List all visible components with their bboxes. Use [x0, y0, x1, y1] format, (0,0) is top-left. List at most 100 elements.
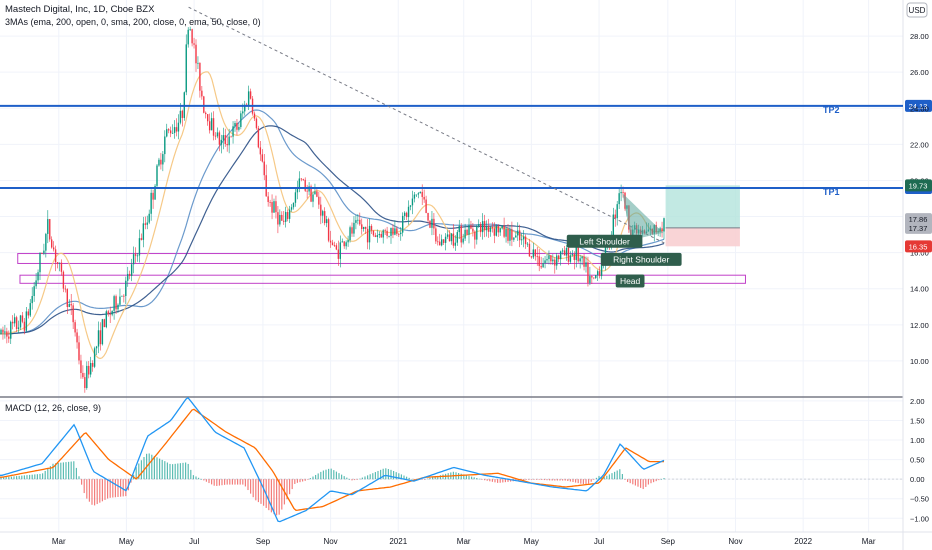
candle-body [127, 273, 129, 281]
macd-histogram-bar [562, 479, 564, 481]
macd-histogram-bar [205, 479, 207, 482]
candle-body [47, 219, 49, 234]
macd-histogram-bar [307, 479, 309, 480]
candle-body [575, 245, 577, 260]
macd-histogram-bar [426, 478, 428, 480]
candle-body [292, 202, 295, 208]
pattern-annotation-box [615, 274, 645, 288]
candle-body [341, 241, 343, 243]
candle-body [446, 234, 449, 237]
macd-histogram-bar [260, 479, 262, 504]
candle-body [593, 277, 595, 279]
macd-histogram-bar [73, 461, 75, 480]
candle-body [450, 233, 453, 242]
macd-histogram-bar [172, 464, 174, 480]
candle-body [559, 251, 562, 260]
candle-body [286, 212, 289, 219]
macd-histogram-bar [255, 479, 257, 501]
dashed-trendline [188, 6, 666, 245]
candle-body [156, 165, 158, 186]
macd-histogram-bar [546, 479, 548, 481]
price-badge-label: 19.73 [909, 181, 928, 190]
candle-body [168, 129, 170, 131]
candle-body [600, 264, 603, 277]
macd-tick-label: 2.00 [910, 397, 925, 406]
macd-histogram-bar [278, 479, 280, 515]
macd-histogram-bar [468, 475, 470, 480]
candle-body [21, 315, 24, 322]
candle-body [115, 296, 117, 310]
candle-body [398, 233, 400, 235]
candle-body [107, 311, 109, 314]
macd-histogram-bar [182, 462, 184, 480]
macd-histogram-bar [634, 479, 636, 486]
candle-body [234, 123, 236, 127]
candle-body [312, 194, 314, 202]
macd-histogram-bar [660, 479, 662, 480]
macd-histogram-bar [338, 473, 340, 480]
candle-body [495, 226, 497, 236]
candle-body [41, 253, 43, 254]
price-badge [905, 240, 932, 253]
candle-body [101, 319, 104, 345]
candle-body [99, 330, 102, 345]
macd-histogram-bar [62, 462, 64, 480]
candle-body [517, 230, 519, 236]
candle-body [370, 225, 373, 231]
candle-body [275, 201, 277, 213]
candle-body [15, 317, 18, 329]
candle-body [363, 226, 365, 229]
candle-body [283, 220, 285, 222]
candle-body [364, 226, 367, 229]
macd-histogram-bar [437, 475, 439, 480]
candle-body [74, 322, 76, 333]
candle-body [12, 321, 14, 324]
macd-histogram-bar [491, 479, 493, 482]
candle-body [257, 128, 260, 148]
macd-histogram-bar [507, 479, 509, 482]
candle-body [109, 313, 111, 315]
candle-body [10, 321, 12, 339]
candle-body [501, 225, 503, 229]
macd-histogram-bar [96, 479, 98, 505]
candle-body [407, 206, 410, 218]
macd-histogram-bar [551, 479, 553, 481]
candle-body [622, 192, 624, 193]
time-tick-label: May [524, 537, 539, 546]
candle-body [27, 311, 29, 316]
currency-button[interactable] [906, 2, 928, 18]
macd-histogram-bar [122, 479, 124, 497]
candle-body [279, 214, 281, 225]
macd-histogram-bar [471, 476, 473, 480]
macd-histogram-bar [504, 479, 506, 483]
macd-histogram-bar [234, 479, 236, 485]
candle-body [433, 218, 435, 229]
candle-body [394, 228, 396, 235]
macd-histogram-bar [31, 474, 33, 480]
macd-histogram-bar [140, 460, 142, 480]
candle-body [318, 196, 320, 205]
candle-body [216, 132, 219, 137]
macd-histogram-bar [304, 479, 306, 481]
macd-histogram-bar [164, 461, 166, 480]
macd-histogram-bar [411, 478, 413, 480]
macd-tick-label: 1.00 [910, 436, 925, 445]
profit-zone [665, 185, 740, 228]
macd-tick-label: −0.50 [910, 495, 929, 504]
candle-body [132, 254, 135, 265]
price-tick-label: 26.00 [910, 68, 929, 77]
macd-histogram-bar [424, 479, 426, 480]
macd-histogram-bar [502, 479, 504, 483]
candle-body [589, 276, 591, 283]
candle-body [372, 230, 375, 236]
candle-body [382, 230, 384, 238]
candle-body [76, 332, 78, 343]
macd-histogram-bar [224, 479, 226, 485]
macd-histogram-bar [52, 463, 54, 480]
candle-body [528, 243, 531, 257]
candle-body [177, 122, 180, 132]
candle-body [105, 311, 107, 328]
macd-histogram-bar [29, 474, 31, 480]
candle-body [347, 240, 349, 243]
